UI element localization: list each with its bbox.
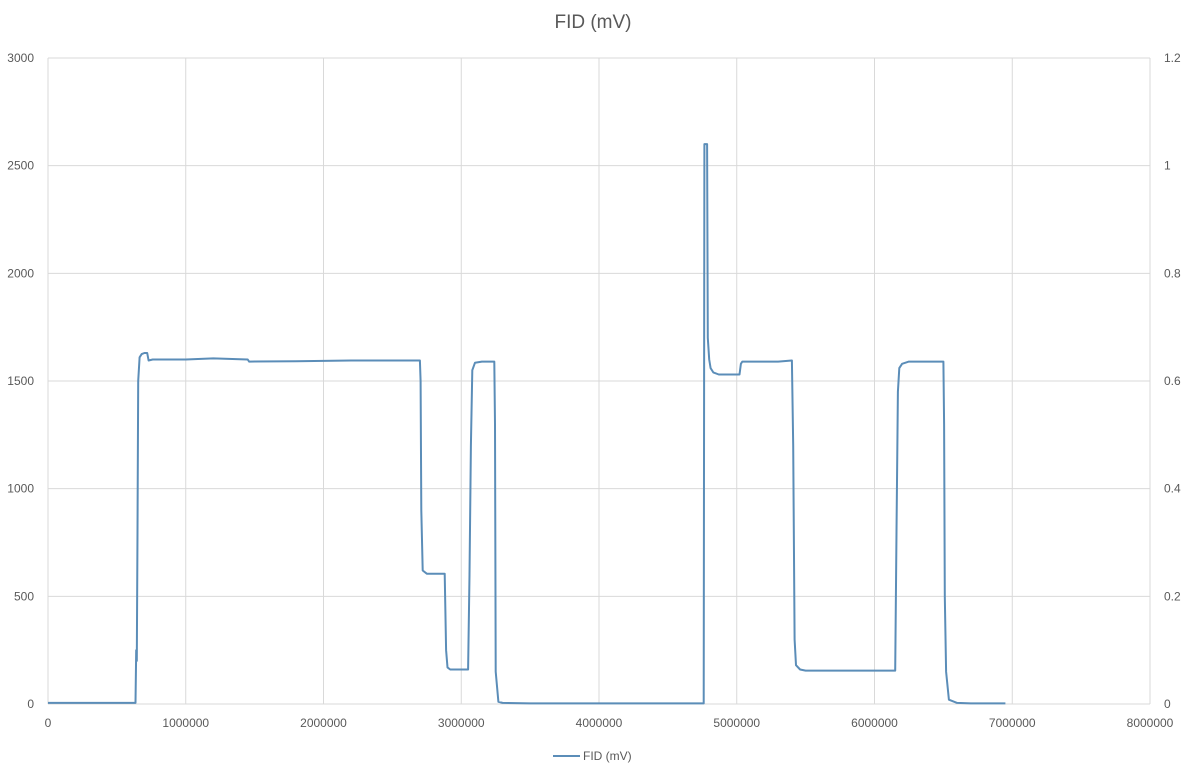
axis-labels: 0 1000000 2000000 3000000 4000000 5000000 6000… [7,51,1181,730]
y-tick-label: 1000 [7,482,34,496]
y2-tick-label: 0.4 [1164,482,1181,496]
chart-title: FID (mV) [554,12,632,33]
x-tick-label: 2000000 [300,716,347,730]
y2-tick-label: 0 [1164,697,1171,711]
y-tick-label: 500 [14,589,34,603]
y2-tick-label: 0.6 [1164,374,1181,388]
x-tick-label: 3000000 [438,716,485,730]
series-layer [48,143,1006,705]
y2-tick-label: 1.2 [1164,51,1181,65]
y-tick-label: 0 [27,697,34,711]
y-tick-label: 2000 [7,266,34,280]
x-tick-label: 1000000 [162,716,209,730]
x-tick-label: 8000000 [1127,716,1174,730]
legend-label: FID (mV) [583,749,632,763]
x-tick-label: 6000000 [851,716,898,730]
y2-tick-label: 0.8 [1164,266,1181,280]
series-line [48,143,1006,705]
y-tick-label: 1500 [7,374,34,388]
legend: FID (mV) [553,749,632,763]
x-tick-label: 0 [45,716,52,730]
grid-lines [47,57,1151,705]
y-tick-label: 2500 [7,159,34,173]
y-tick-label: 3000 [7,51,34,65]
y2-tick-label: 0.2 [1164,589,1181,603]
x-tick-label: 4000000 [576,716,623,730]
x-tick-label: 7000000 [989,716,1036,730]
x-tick-label: 5000000 [713,716,760,730]
y2-tick-label: 1 [1164,159,1171,173]
